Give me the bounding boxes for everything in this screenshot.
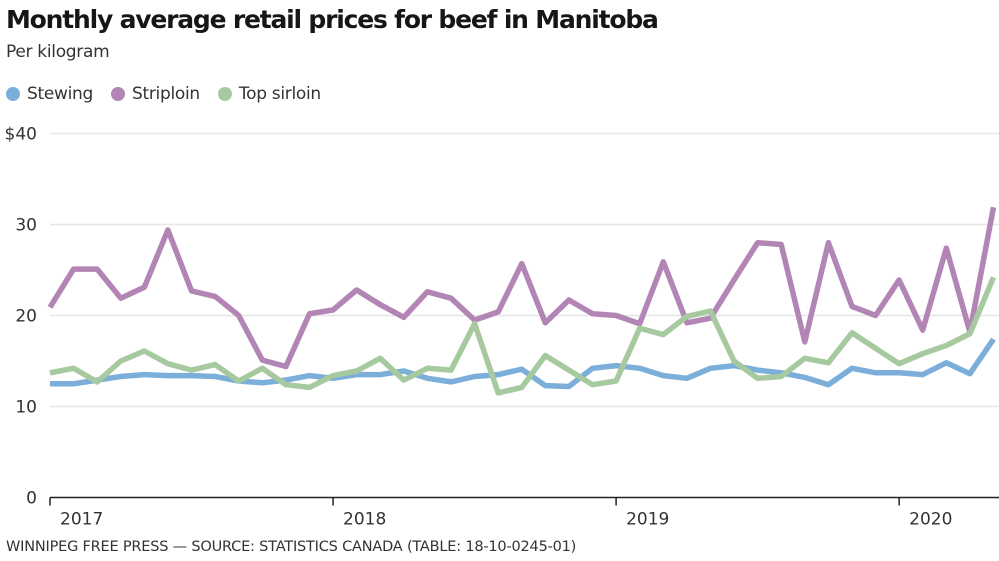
series-line-striploin [47, 206, 997, 370]
x-axis: 2017 2018 2019 2020 [49, 496, 999, 530]
chart-subtitle: Per kilogram [6, 42, 110, 62]
y-tick-label: 20 [15, 307, 37, 327]
series-lines [47, 206, 997, 396]
legend-label-stewing: Stewing [27, 84, 94, 104]
x-tick-label: 2018 [343, 510, 386, 530]
source-credit: WINNIPEG FREE PRESS — SOURCE: STATISTICS… [6, 539, 577, 555]
y-tick-label: $40 [5, 125, 37, 145]
legend-swatch-striploin [111, 87, 126, 101]
legend-item-striploin: Striploin [111, 84, 200, 104]
chart-title: Monthly average retail prices for beef i… [6, 5, 659, 34]
legend: Stewing Striploin Top sirloin [6, 84, 321, 104]
legend-swatch-top-sirloin [217, 87, 232, 101]
y-tick-label: 30 [15, 216, 37, 236]
series-line-top-sirloin [49, 276, 997, 396]
y-axis-ticks: 0 10 20 30 $40 [5, 125, 37, 509]
y-tick-label: 0 [26, 489, 37, 509]
x-tick-label: 2020 [909, 510, 952, 530]
legend-label-striploin: Striploin [132, 84, 200, 104]
x-tick-label: 2017 [60, 510, 103, 530]
legend-swatch-stewing [6, 87, 20, 101]
legend-label-top-sirloin: Top sirloin [238, 84, 321, 104]
x-tick-label: 2019 [626, 510, 669, 530]
legend-item-stewing: Stewing [6, 84, 93, 104]
gridlines [50, 132, 999, 408]
y-tick-label: 10 [15, 398, 37, 418]
series-line-stewing [50, 337, 996, 390]
legend-item-top-sirloin: Top sirloin [217, 84, 321, 104]
